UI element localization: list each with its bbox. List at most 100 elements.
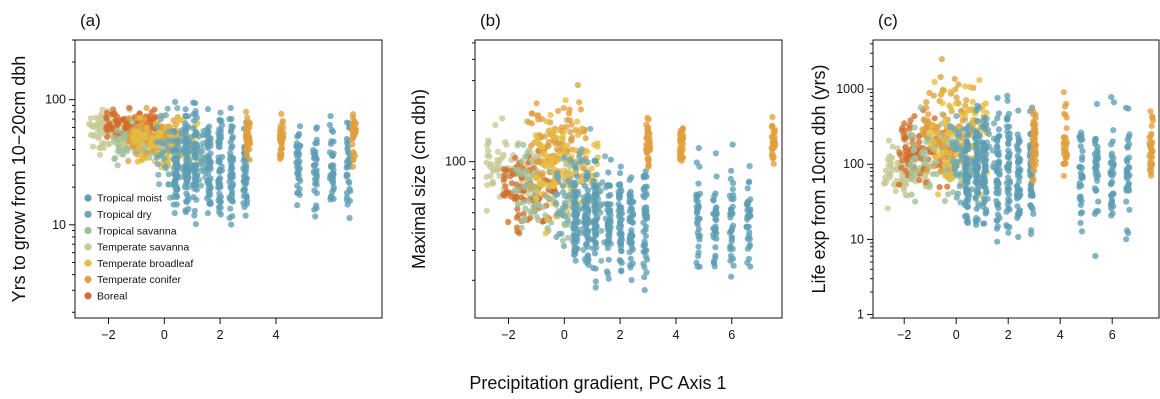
data-point <box>607 240 614 247</box>
data-point <box>245 119 253 126</box>
data-point <box>931 78 938 85</box>
data-point <box>550 157 557 164</box>
data-point <box>958 152 965 159</box>
data-point <box>939 89 946 96</box>
data-point <box>617 163 624 170</box>
data-point <box>929 122 936 129</box>
data-point <box>993 168 1001 175</box>
data-point <box>313 124 320 131</box>
data-point <box>916 177 923 184</box>
panel-label-b: (b) <box>480 11 501 30</box>
data-point <box>111 154 119 162</box>
data-point <box>241 167 248 174</box>
data-point <box>95 133 102 140</box>
data-point <box>976 77 983 84</box>
data-point <box>1123 198 1130 205</box>
data-point <box>578 176 585 183</box>
data-point <box>994 238 1001 245</box>
data-point <box>87 115 94 122</box>
data-point <box>190 99 197 106</box>
data-point <box>640 192 647 199</box>
data-point <box>896 181 903 188</box>
data-point <box>935 152 942 159</box>
data-point <box>1016 174 1023 181</box>
data-point <box>542 152 549 159</box>
data-point <box>192 221 199 228</box>
data-point <box>142 155 149 162</box>
data-point <box>185 205 192 212</box>
data-point <box>939 100 946 107</box>
data-point <box>730 195 737 203</box>
data-point <box>955 100 962 107</box>
data-point <box>173 138 180 145</box>
data-point <box>103 115 110 122</box>
data-point <box>352 120 359 127</box>
data-point <box>696 236 703 243</box>
data-point <box>204 210 211 217</box>
data-point <box>505 218 512 226</box>
data-point <box>584 148 591 155</box>
data-point <box>1148 159 1155 166</box>
data-point <box>227 104 234 112</box>
data-point <box>147 139 155 146</box>
data-point <box>350 156 357 163</box>
x-tick-label: 4 <box>1057 328 1064 342</box>
data-point <box>909 132 916 139</box>
data-point <box>326 121 333 129</box>
data-point <box>1016 169 1023 176</box>
data-point <box>679 135 686 142</box>
data-point <box>522 153 529 160</box>
data-point <box>616 191 623 198</box>
data-point <box>981 220 988 227</box>
data-point <box>192 172 199 179</box>
data-point <box>192 131 199 138</box>
data-point <box>593 244 600 251</box>
legend-marker <box>84 227 92 235</box>
shared-x-axis-label: Precipitation gradient, PC Axis 1 <box>469 373 726 393</box>
data-point <box>514 205 521 212</box>
data-point <box>1077 143 1084 150</box>
plot-frame-c <box>872 39 1160 319</box>
data-point <box>536 180 543 187</box>
data-point <box>931 115 938 122</box>
data-point <box>982 166 989 173</box>
data-point <box>191 207 198 214</box>
legend-item: Temperate savanna <box>84 242 189 254</box>
data-point <box>143 104 150 111</box>
data-point <box>1077 219 1084 226</box>
data-point <box>162 163 169 170</box>
data-point <box>522 205 529 212</box>
data-point <box>496 172 503 179</box>
data-point <box>279 117 286 125</box>
data-point <box>486 153 493 160</box>
data-point <box>899 157 906 164</box>
data-point <box>525 175 533 182</box>
data-point <box>618 204 625 211</box>
legend: Tropical moist Tropical dry Tropical savan… <box>84 193 193 303</box>
data-point <box>628 277 635 284</box>
data-point <box>729 186 737 193</box>
data-point <box>328 126 335 134</box>
data-point <box>173 201 180 208</box>
data-point <box>1015 187 1022 194</box>
data-point <box>556 151 563 158</box>
data-point <box>559 133 566 140</box>
data-point <box>965 106 972 113</box>
data-point <box>712 216 719 223</box>
data-point <box>87 121 94 128</box>
data-point <box>226 116 233 123</box>
data-point <box>1006 191 1013 198</box>
data-point <box>533 195 540 202</box>
data-point <box>980 123 987 130</box>
data-point <box>1109 190 1116 197</box>
data-point <box>629 233 636 240</box>
data-point <box>941 137 948 144</box>
data-point <box>564 208 571 215</box>
data-point <box>1146 134 1153 141</box>
data-point <box>568 137 575 144</box>
data-point <box>627 205 635 212</box>
y-tick-label: 100 <box>445 155 466 169</box>
data-point <box>1014 131 1021 138</box>
data-point <box>154 161 161 168</box>
data-point <box>344 163 351 170</box>
